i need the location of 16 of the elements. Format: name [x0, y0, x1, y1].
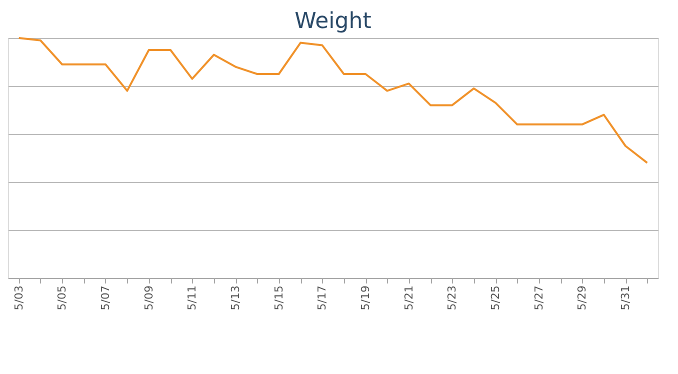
x-tick-label: 5/05 [56, 286, 69, 310]
x-tick-label: 5/19 [359, 286, 372, 310]
x-tick-label: 5/09 [142, 286, 156, 310]
x-tick-label: 5/27 [532, 286, 546, 310]
x-tick-label: 5/15 [272, 286, 286, 310]
x-tick-label: 5/17 [316, 286, 329, 310]
x-tick-label: 5/25 [489, 286, 502, 310]
x-tick-label: 5/13 [229, 286, 242, 310]
x-tick-label: 5/07 [99, 286, 112, 310]
chart-title: Weight [294, 9, 372, 34]
x-tick-label: 5/23 [446, 286, 459, 310]
x-tick-label: 5/31 [619, 286, 632, 310]
x-tick-label: 5/29 [576, 286, 589, 310]
x-tick-label: 5/11 [186, 286, 199, 310]
x-tick-label: 5/03 [12, 286, 26, 310]
x-tick-label: 5/21 [402, 286, 416, 310]
